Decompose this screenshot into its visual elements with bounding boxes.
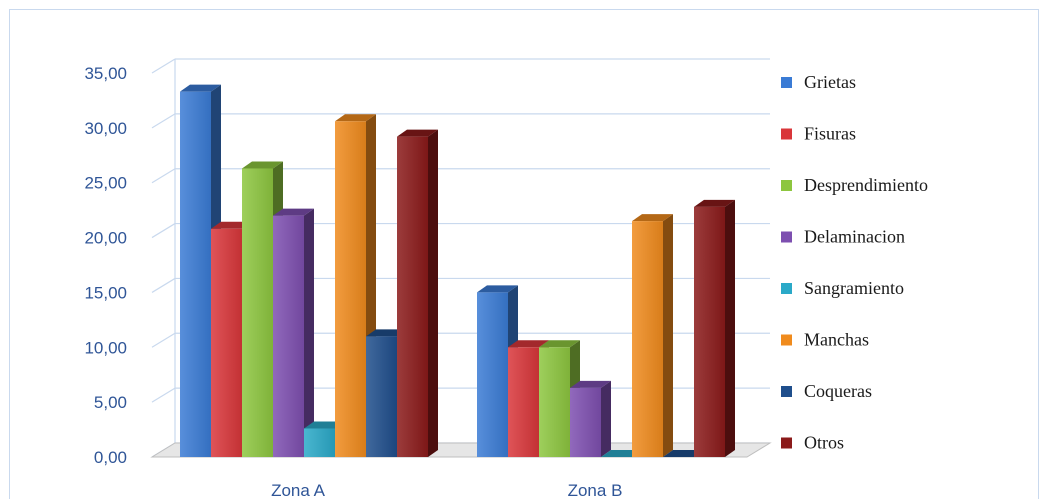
bar-desprendimiento-2 <box>539 340 580 457</box>
bar-front <box>632 221 663 457</box>
bar-top <box>211 221 252 229</box>
bar-front <box>242 168 273 458</box>
bar-top <box>601 450 642 457</box>
bar-front <box>397 136 428 458</box>
bars <box>180 84 735 458</box>
legend-label: Grietas <box>804 72 856 92</box>
y-tick-label: 0,00 <box>94 448 127 467</box>
legend: Grietas Fisuras Desprendimiento Delaminacio… <box>781 72 928 453</box>
chart-frame <box>9 9 1039 499</box>
legend-item-fisuras: Fisuras <box>781 124 856 144</box>
bar-front <box>273 215 304 457</box>
legend-item-delaminacion: Delaminacion <box>781 227 905 247</box>
legend-swatch <box>781 180 792 191</box>
bar-top <box>180 84 221 92</box>
bar-top <box>632 214 673 222</box>
y-tick-label: 35,00 <box>84 64 127 83</box>
legend-item-desprendimiento: Desprendimiento <box>781 175 928 195</box>
bar-front <box>180 91 211 457</box>
gridline-diagonal <box>151 332 176 348</box>
y-axis: 0,00 5,00 10,00 15,00 20,00 25,00 30,00 35,00 <box>84 64 127 467</box>
legend-label: Manchas <box>804 330 869 350</box>
bar-top <box>539 340 580 348</box>
legend-label: Desprendimiento <box>804 175 928 195</box>
bar-top <box>663 450 704 457</box>
legend-label: Delaminacion <box>804 227 905 247</box>
x-axis: Zona A Zona B <box>271 481 622 500</box>
y-tick-label: 5,00 <box>94 393 127 412</box>
gridline-diagonal <box>151 58 176 74</box>
bar-delaminacion-2 <box>570 380 611 457</box>
gridline-diagonal <box>151 113 176 129</box>
bar-side <box>304 208 314 457</box>
gridline-diagonal <box>151 223 176 239</box>
bar-otros-2 <box>694 199 735 457</box>
bar-top <box>304 421 345 429</box>
bar-top <box>570 380 611 388</box>
legend-swatch <box>781 283 792 294</box>
bar-side <box>663 214 673 457</box>
x-tick-label: Zona B <box>568 481 623 500</box>
bar-side <box>428 129 438 458</box>
legend-item-coqueras: Coqueras <box>781 381 872 401</box>
bar-sangramiento-2 <box>601 450 642 457</box>
legend-label: Fisuras <box>804 124 856 144</box>
y-tick-label: 10,00 <box>84 338 127 357</box>
bar-coqueras-2 <box>663 450 704 457</box>
legend-item-grietas: Grietas <box>781 72 856 92</box>
bar-front <box>304 428 335 457</box>
gridline-diagonal <box>151 277 176 293</box>
legend-swatch <box>781 231 792 243</box>
legend-swatch <box>781 334 792 346</box>
bar-top <box>335 114 376 122</box>
y-tick-label: 20,00 <box>84 229 127 248</box>
legend-swatch <box>781 128 792 140</box>
y-tick-label: 30,00 <box>84 119 127 138</box>
bar-otros-1 <box>397 129 438 458</box>
bar-top <box>477 285 518 293</box>
bar-top <box>242 161 283 169</box>
bar-front <box>694 206 725 457</box>
bar-manchas-2 <box>632 214 673 457</box>
bar-front <box>508 347 539 457</box>
legend-swatch <box>781 386 792 397</box>
bar-front <box>477 292 508 457</box>
y-tick-label: 15,00 <box>84 283 127 302</box>
bar-front <box>366 336 397 457</box>
legend-label: Otros <box>804 433 844 453</box>
bar-front <box>335 121 366 457</box>
bar-top <box>694 199 735 207</box>
legend-item-manchas: Manchas <box>781 330 869 350</box>
legend-swatch <box>781 437 792 449</box>
legend-label: Coqueras <box>804 381 872 401</box>
bar-top <box>273 208 314 216</box>
bar-front <box>211 228 242 457</box>
gridline-diagonal <box>151 168 176 184</box>
bar-front <box>570 387 601 457</box>
gridline-diagonal <box>151 387 176 403</box>
legend-item-otros: Otros <box>781 433 844 453</box>
legend-label: Sangramiento <box>804 278 904 298</box>
bar-side <box>601 380 611 457</box>
legend-item-sangramiento: Sangramiento <box>781 278 904 298</box>
bar-front <box>539 347 570 457</box>
legend-swatch <box>781 77 792 88</box>
bar-top <box>366 329 407 337</box>
bar-top <box>397 129 438 137</box>
bar-top <box>508 340 549 348</box>
bar-side <box>725 199 735 457</box>
x-tick-label: Zona A <box>271 481 326 500</box>
y-tick-label: 25,00 <box>84 174 127 193</box>
bar-delaminacion-1 <box>273 208 314 457</box>
